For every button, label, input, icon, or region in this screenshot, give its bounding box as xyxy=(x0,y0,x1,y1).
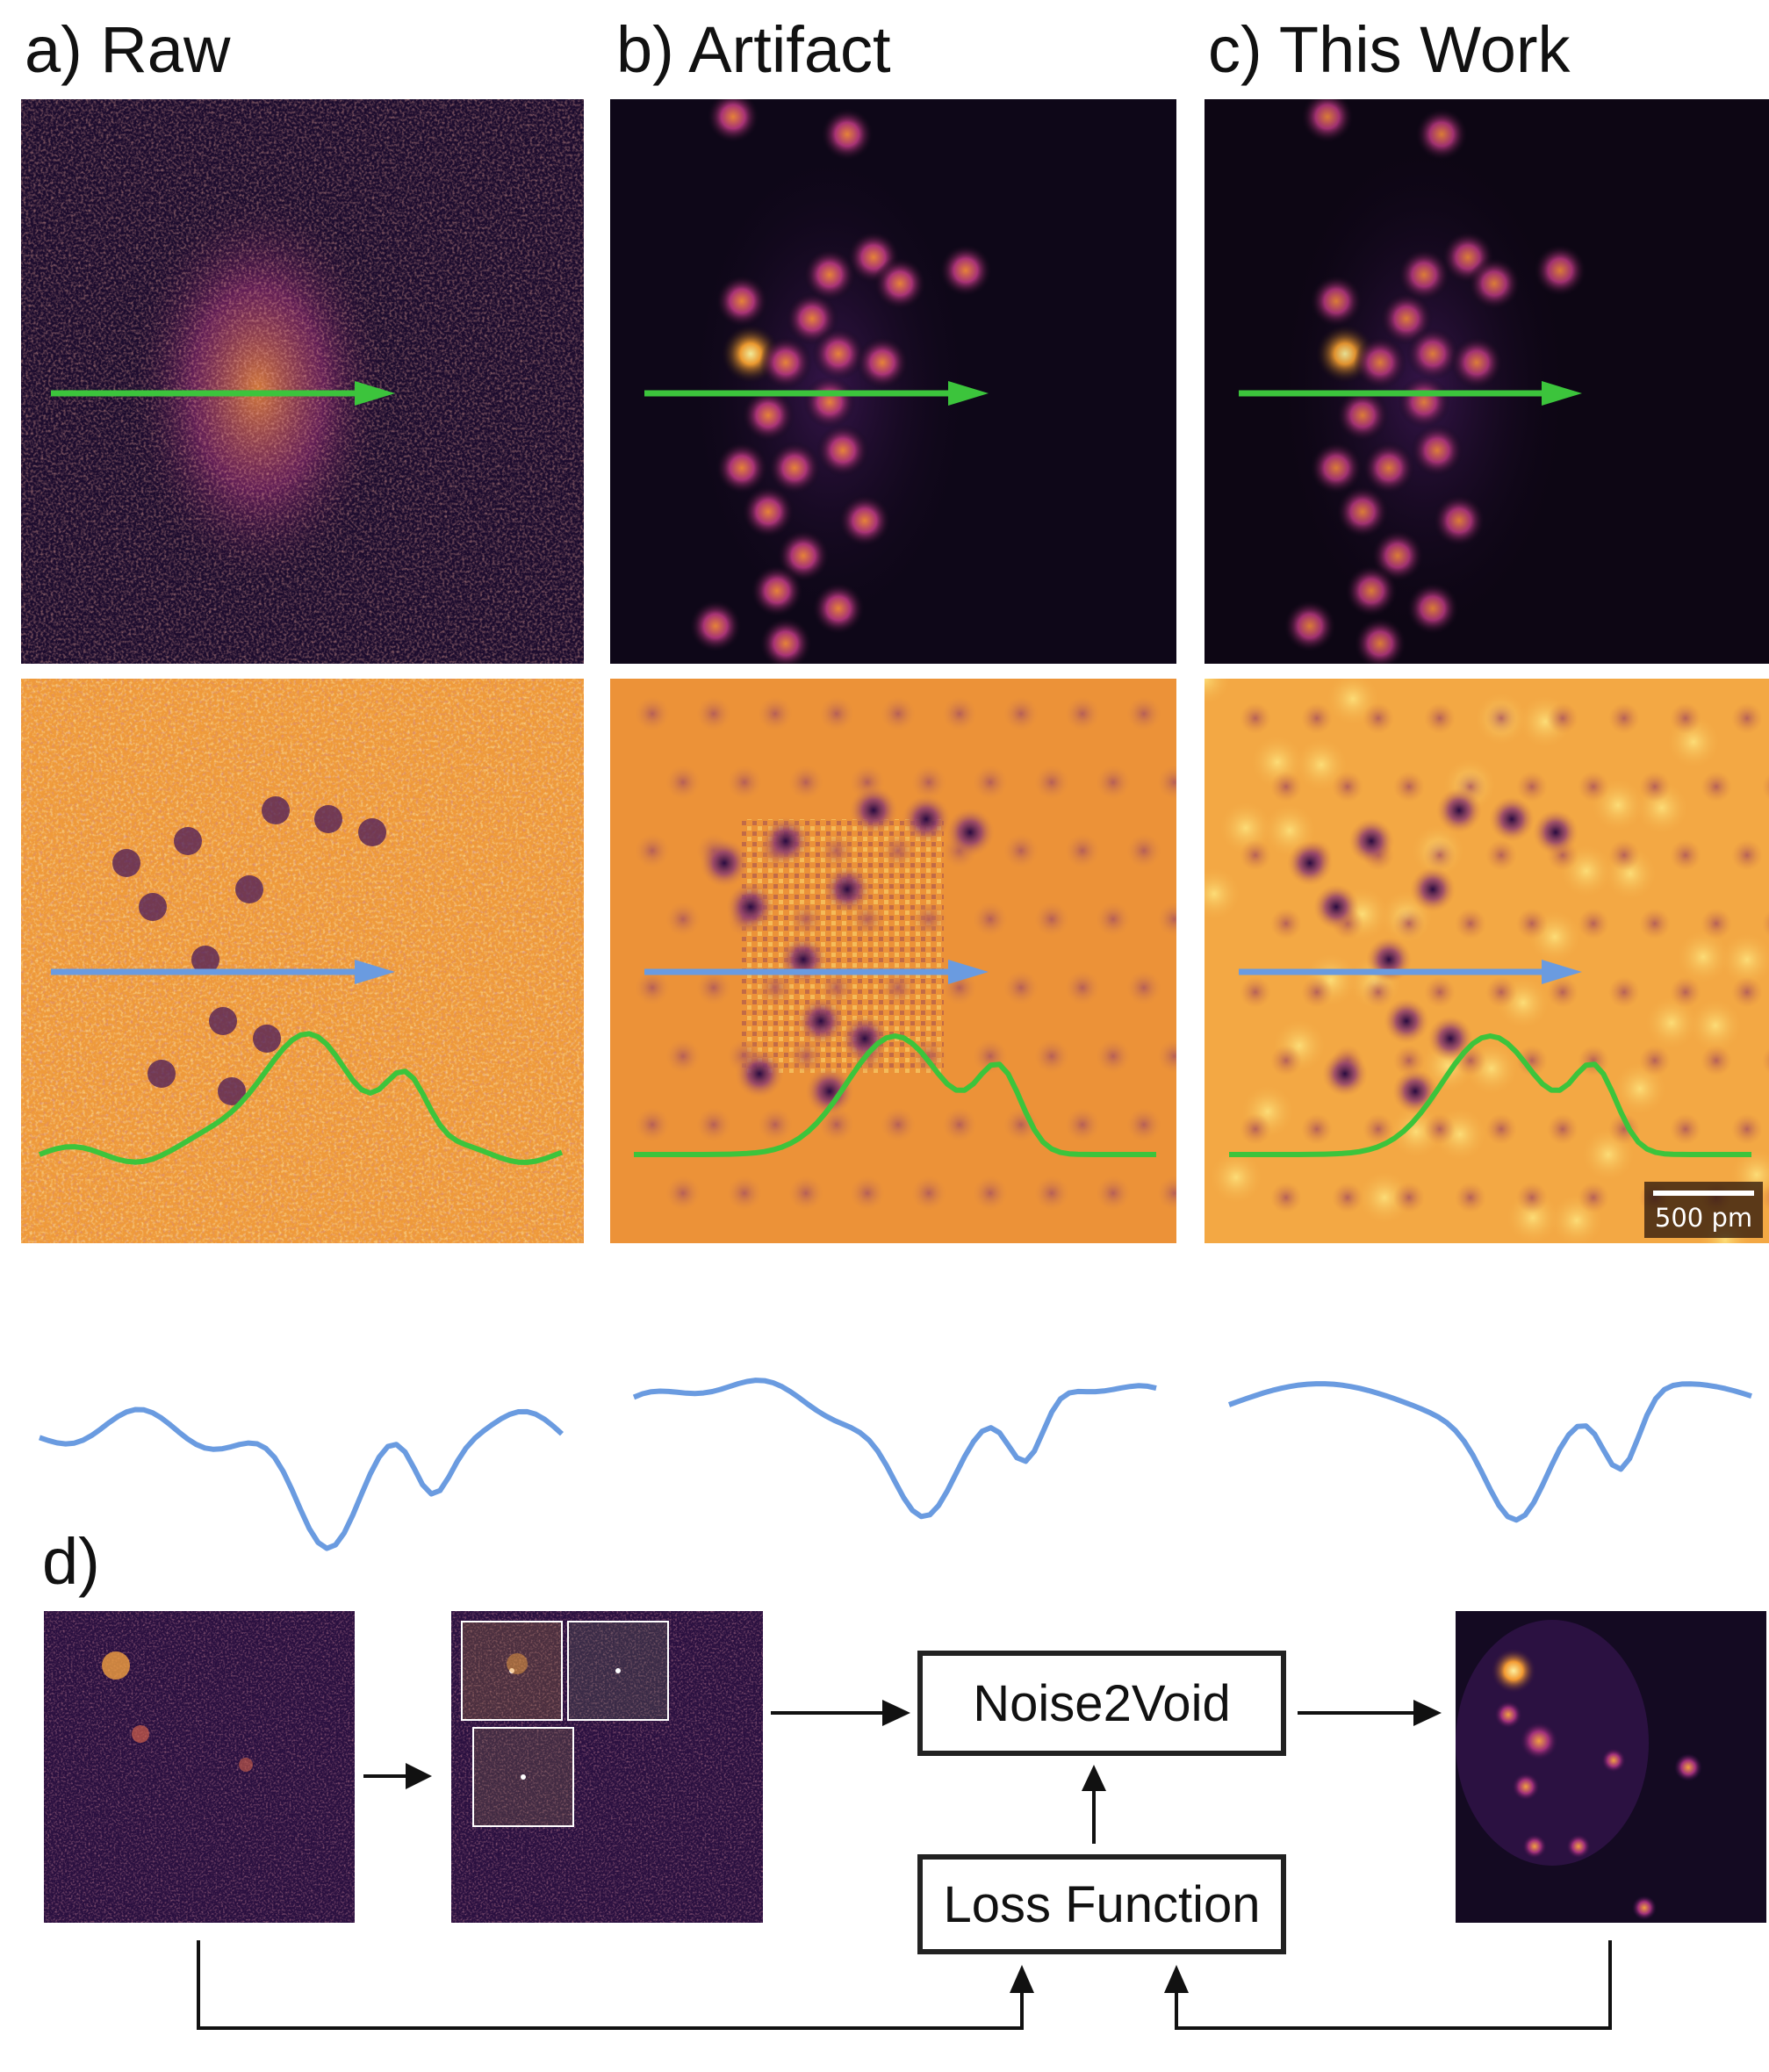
loss-function-box: Loss Function xyxy=(917,1854,1286,1954)
scale-bar-line xyxy=(1653,1191,1754,1196)
artifact-abf-image xyxy=(610,679,1176,1243)
raw-haadf-image xyxy=(21,99,584,664)
this-work-haadf-image xyxy=(1205,99,1769,664)
flow-arrows xyxy=(197,1700,1612,2030)
green-arrows xyxy=(51,381,1582,406)
d-input-image xyxy=(44,1611,355,1923)
panel-b-title: b) Artifact xyxy=(616,13,891,86)
this-work-abf-image xyxy=(1205,679,1769,1243)
raw-abf-image xyxy=(21,679,584,1243)
scale-bar: 500 pm xyxy=(1644,1182,1763,1238)
loss-function-label: Loss Function xyxy=(943,1875,1261,1933)
scale-bar-label: 500 pm xyxy=(1654,1203,1753,1233)
blue-arrows xyxy=(51,960,1582,984)
d-masked-image xyxy=(451,1611,763,1923)
d-output-image xyxy=(1456,1611,1766,1923)
artifact-haadf-image xyxy=(610,99,1176,664)
noise2void-box: Noise2Void xyxy=(917,1651,1286,1756)
panel-d-title: d) xyxy=(42,1525,100,1598)
panel-c-title: c) This Work xyxy=(1208,13,1571,86)
intensity-profiles xyxy=(38,1031,1752,1551)
panel-a-title: a) Raw xyxy=(25,13,231,86)
noise2void-label: Noise2Void xyxy=(973,1674,1231,1732)
